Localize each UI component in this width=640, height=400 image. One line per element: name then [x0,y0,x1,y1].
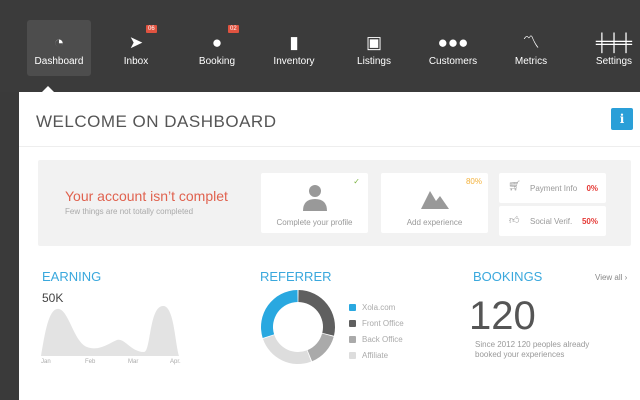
social-label: Social Verif. [530,217,573,226]
payment-label: Payment Info [530,184,578,193]
active-indicator [42,86,54,92]
donut-slice-xola-com [261,290,298,338]
inbox-badge: 06 [146,25,157,33]
nav-listings[interactable]: ▣ Listings [342,20,406,76]
account-completion: Your account isn’t complet Few things ar… [38,160,631,246]
sliders-icon: ╪╪╪ [595,33,633,52]
thumbs-up-icon: 👍︎ [509,215,520,226]
account-title: Your account isn’t complet [65,188,228,204]
experience-label: Add experience [406,218,463,227]
month-label: Jan [41,359,51,365]
nav-inventory[interactable]: ▮ Inventory [262,20,326,76]
page-title: WELCOME ON DASHBOARD [36,112,277,131]
experience-percent: 80% [465,177,482,186]
legend-swatch [349,304,356,311]
account-subtitle: Few things are not totally completed [65,207,194,216]
archive-box-icon: ▣ [365,33,383,52]
social-verif-card[interactable]: 👍︎ Social Verif. 50% [499,206,606,236]
payment-info-card[interactable]: 🛒︎ Payment Info 0% [499,173,606,203]
legend-item: Front Office [349,319,404,328]
send-arrow-icon: ➤ [128,33,144,52]
month-label: Feb [85,359,96,365]
legend-swatch [349,336,356,343]
group-icon: ●●● [437,33,469,52]
info-button[interactable]: i [611,108,633,130]
referrer-title: REFERRER [260,269,332,284]
nav-booking[interactable]: ● Booking 02 [185,20,249,76]
profile-label: Complete your profile [276,218,353,227]
donut-slice-front-office [298,290,335,336]
payment-percent: 0% [586,184,598,193]
donut-slice-back-office [307,333,334,362]
legend-item: Xola.com [349,303,395,312]
top-nav: ◔ Dashboard ➤ Inbox 06 ● Booking 02 ▮ Inventor… [0,0,640,92]
booking-badge: 02 [228,25,239,33]
complete-profile-card[interactable]: ✓ Complete your profile [261,173,368,233]
nav-settings[interactable]: ╪╪╪ Settings [582,20,640,76]
piggy-bank-icon: ● [211,33,223,52]
month-label: Mar [128,359,139,365]
legend-item: Affiliate [349,351,388,360]
line-chart-icon: 〽 [522,33,540,52]
legend-swatch [349,320,356,327]
bookings-count: 120 [469,294,536,338]
bookings-title: BOOKINGS [473,269,543,284]
divider [19,146,640,147]
social-percent: 50% [581,217,598,226]
nav-metrics[interactable]: 〽 Metrics [499,20,563,76]
nav-dashboard[interactable]: ◔ Dashboard [27,20,91,76]
month-label: Apr. [170,359,181,365]
dashboard-panel: WELCOME ON DASHBOARD i Your account isn’… [19,92,640,400]
view-all-link[interactable]: View all › [595,273,628,282]
nav-inbox[interactable]: ➤ Inbox 06 [104,20,168,76]
earning-value: 50K [42,291,64,305]
legend-swatch [349,352,356,359]
speedometer-icon: ◔ [53,33,65,52]
bookings-description: Since 2012 120 peoples already booked yo… [475,340,590,359]
mountain-icon [421,191,449,209]
earning-area-chart [41,305,179,356]
earning-title: EARNING [42,269,102,284]
legend-item: Back Office [349,335,403,344]
cart-icon: 🛒︎ [508,181,521,192]
check-icon: ✓ [353,177,360,186]
nav-customers[interactable]: ●●● Customers [421,20,485,76]
user-icon [303,185,327,211]
add-experience-card[interactable]: 80% Add experience [381,173,488,233]
clipboard-icon: ▮ [289,33,299,52]
donut-slice-affiliate [262,335,312,364]
earning-area [41,305,179,356]
referrer-donut-chart [261,290,335,364]
